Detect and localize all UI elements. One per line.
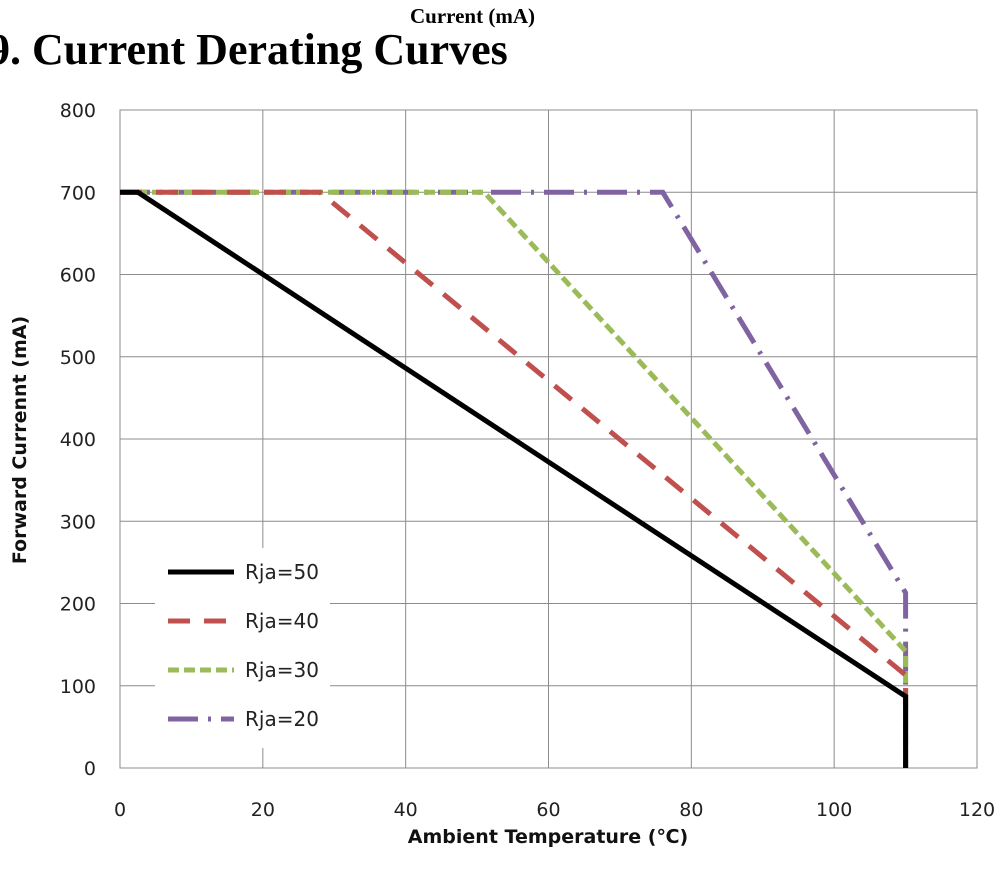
legend-label: Rja=40 [245,609,319,633]
x-tick-label: 40 [394,799,418,821]
y-tick-label: 400 [60,429,96,451]
y-tick-label: 300 [60,511,96,533]
series-line-rja-40 [120,189,909,768]
legend-label: Rja=50 [245,560,319,584]
corner-label: Current (mA) [410,4,535,28]
y-tick-label: 200 [60,594,96,616]
y-tick-label: 800 [60,100,96,122]
plot-border [119,109,978,769]
legend-label: Rja=30 [245,658,319,682]
y-tick-label: 500 [60,347,96,369]
legend: Rja=50 Rja=40 Rja=30 Rja=20 [155,548,330,748]
x-tick-label: 120 [959,799,995,821]
y-axis-title: Forward Currennt (mA) [9,316,31,564]
legend-background [155,548,330,748]
x-axis-title: Ambient Temperature (℃) [408,826,688,848]
y-tick-label: 0 [84,758,96,780]
y-tick-label: 700 [60,182,96,204]
legend-label: Rja=20 [245,707,319,731]
x-tick-label: 60 [536,799,560,821]
x-tick-label: 20 [251,799,275,821]
series-line-rja-20 [120,189,909,768]
x-tick-label: 80 [679,799,703,821]
page-title: 9. Current Derating Curves [0,25,508,74]
series-lines [120,189,909,768]
tick-labels: 0 100 200 300 400 500 600 700 800 0 20 40 60 80 100 120 [60,100,995,821]
series-line-rja-50 [120,189,909,768]
x-tick-label: 100 [816,799,852,821]
x-tick-label: 0 [114,799,126,821]
y-tick-label: 600 [60,265,96,287]
y-tick-label: 100 [60,676,96,698]
